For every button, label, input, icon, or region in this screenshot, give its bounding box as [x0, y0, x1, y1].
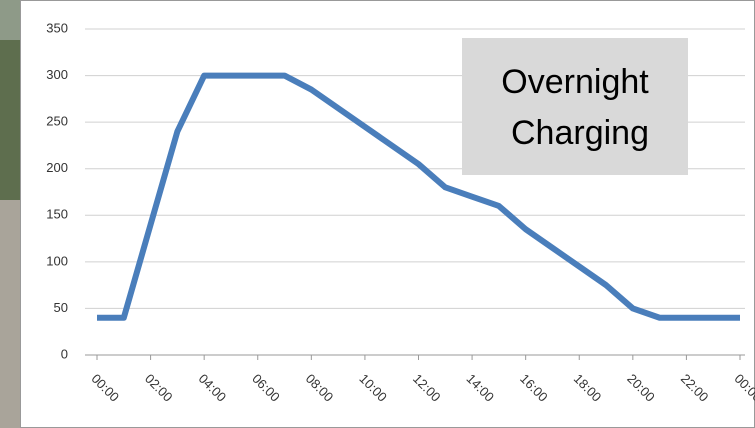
photo-ground — [0, 200, 20, 428]
y-tick-label: 350 — [46, 20, 68, 35]
y-tick-label: 150 — [46, 207, 68, 222]
y-tick-label: 100 — [46, 253, 68, 268]
y-tick-label: 300 — [46, 67, 68, 82]
chart: 05010015020025030035000:0002:0004:0006:0… — [0, 0, 755, 428]
annotation-line: Overnight — [501, 63, 649, 101]
y-tick-label: 50 — [54, 300, 68, 315]
y-tick-label: 0 — [61, 346, 68, 361]
y-tick-label: 200 — [46, 160, 68, 175]
photo-trees — [0, 40, 20, 200]
annotation-line: Charging — [511, 114, 649, 152]
y-tick-label: 250 — [46, 114, 68, 129]
annotation-box — [462, 38, 688, 175]
